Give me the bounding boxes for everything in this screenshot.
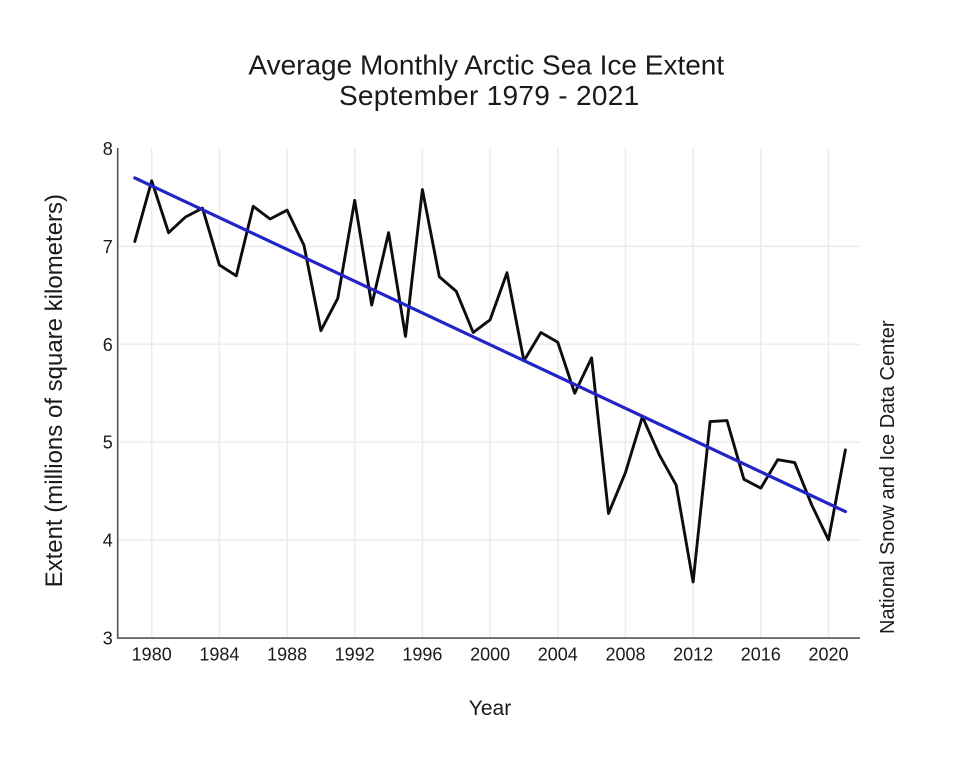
svg-text:2012: 2012 bbox=[673, 645, 713, 665]
svg-text:Average Monthly Arctic Sea Ice: Average Monthly Arctic Sea Ice Extent bbox=[248, 49, 724, 80]
svg-text:National Snow and Ice Data Cen: National Snow and Ice Data Center bbox=[877, 320, 899, 634]
svg-text:Year: Year bbox=[469, 697, 511, 720]
svg-text:2020: 2020 bbox=[808, 645, 848, 665]
svg-text:3: 3 bbox=[103, 628, 113, 648]
svg-text:2004: 2004 bbox=[538, 645, 578, 665]
svg-text:1996: 1996 bbox=[402, 645, 442, 665]
svg-text:Extent (millions of square kil: Extent (millions of square kilometers) bbox=[41, 194, 68, 587]
svg-text:2008: 2008 bbox=[605, 645, 645, 665]
svg-text:6: 6 bbox=[103, 335, 113, 355]
svg-text:8: 8 bbox=[103, 139, 113, 159]
svg-text:1980: 1980 bbox=[132, 645, 172, 665]
svg-text:1988: 1988 bbox=[267, 645, 307, 665]
svg-text:4: 4 bbox=[103, 531, 113, 551]
svg-text:2016: 2016 bbox=[741, 645, 781, 665]
svg-text:September 1979 - 2021: September 1979 - 2021 bbox=[339, 80, 640, 111]
svg-text:1984: 1984 bbox=[199, 645, 239, 665]
svg-text:2000: 2000 bbox=[470, 645, 510, 665]
svg-text:5: 5 bbox=[103, 433, 113, 453]
svg-text:7: 7 bbox=[103, 237, 113, 257]
svg-text:1992: 1992 bbox=[335, 645, 375, 665]
